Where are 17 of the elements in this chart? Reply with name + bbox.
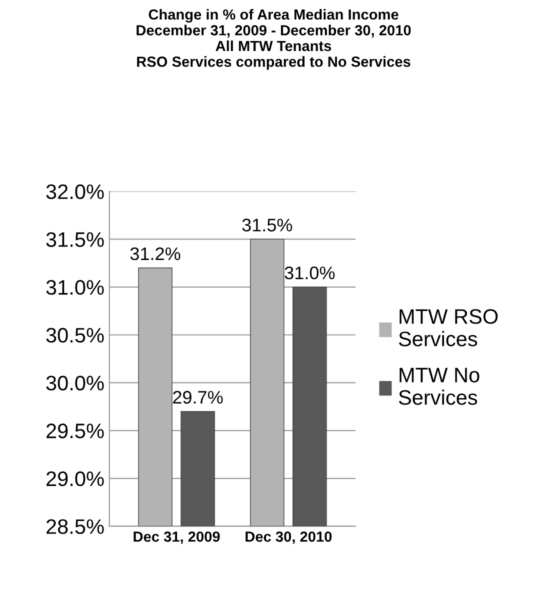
data-label: 31.0% <box>284 266 335 280</box>
y-tick-label: 30.5% <box>46 328 104 343</box>
data-label: 31.5% <box>242 218 292 232</box>
y-tick-label: 30.0% <box>46 376 104 390</box>
data-label: 29.7% <box>173 390 223 404</box>
y-tick-label: 29.5% <box>46 424 104 438</box>
y-tick-label: 32.0% <box>46 184 104 200</box>
y-tick-label: 29.0% <box>46 471 104 486</box>
chart-title: Change in % of Area Median Income December 31, 2009 - December 30, 2010 All MTW Tenants RSO Services compared to No Services <box>136 8 411 70</box>
x-tick-label: Dec 30, 2010 <box>246 531 332 544</box>
data-label: 31.2% <box>130 247 180 260</box>
y-tick-label: 28.5% <box>46 519 104 534</box>
y-tick-label: 31.5% <box>46 232 104 247</box>
legend-label: MTW RSO Services <box>398 309 498 346</box>
y-tick-label: 31.0% <box>46 280 104 295</box>
x-tick-label: Dec 31, 2009 <box>134 531 220 544</box>
legend-label: MTW No Services <box>398 368 480 405</box>
